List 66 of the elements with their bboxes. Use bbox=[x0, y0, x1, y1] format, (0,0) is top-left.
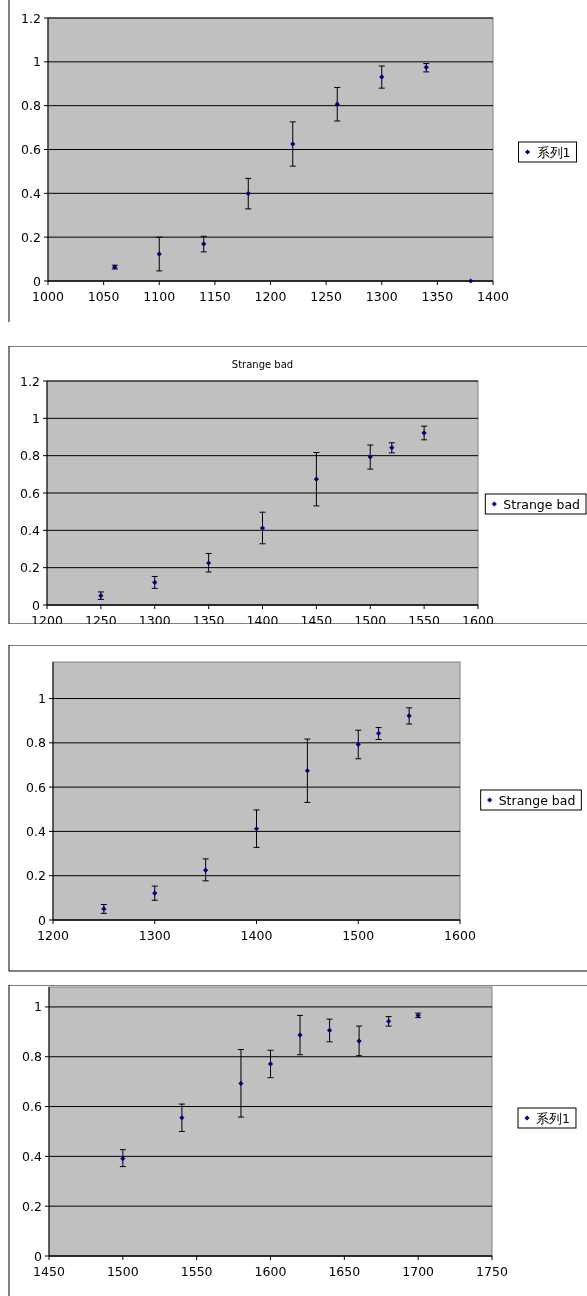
y-tick-label: 1 bbox=[38, 691, 46, 707]
x-tick-label: 1400 bbox=[240, 928, 273, 943]
point bbox=[355, 741, 361, 747]
x-tick-label: 1600 bbox=[444, 928, 476, 943]
point bbox=[120, 1156, 126, 1162]
x-tick-label: 1200 bbox=[254, 289, 287, 304]
y-tick-label: 0.4 bbox=[21, 185, 42, 201]
legend-label: Strange bad bbox=[503, 496, 580, 512]
x-tick-label: 1350 bbox=[421, 289, 454, 304]
x-tick-label: 1550 bbox=[180, 1264, 213, 1279]
y-tick-label: 0.8 bbox=[22, 1049, 43, 1065]
x-tick-label: 1400 bbox=[477, 289, 509, 304]
point bbox=[245, 190, 251, 197]
y-tick-label: 0 bbox=[32, 597, 41, 613]
y-tick-label: 0.8 bbox=[21, 98, 42, 114]
y-tick-label: 0.8 bbox=[20, 448, 41, 464]
y-tick-label: 1 bbox=[33, 54, 41, 70]
y-tick-label: 1 bbox=[32, 410, 40, 426]
point bbox=[203, 867, 209, 873]
y-tick-label: 0.4 bbox=[26, 823, 47, 839]
x-tick-label: 1300 bbox=[138, 928, 171, 943]
x-tick-label: 1050 bbox=[87, 289, 120, 304]
x-tick-label: 1500 bbox=[106, 1264, 139, 1279]
y-tick-label: 0.2 bbox=[22, 1198, 42, 1214]
x-tick-label: 1200 bbox=[37, 928, 69, 943]
x-tick-label: 1650 bbox=[328, 1264, 361, 1279]
legend-label: 系列1 bbox=[536, 144, 571, 160]
y-tick-label: 1.2 bbox=[21, 10, 41, 26]
y-tick-label: 0 bbox=[34, 1248, 43, 1264]
x-tick-label: 1250 bbox=[310, 289, 343, 304]
point bbox=[326, 1027, 333, 1033]
y-tick-label: 0.8 bbox=[26, 735, 47, 751]
point bbox=[152, 890, 158, 896]
x-tick-label: 1600 bbox=[254, 1264, 287, 1279]
x-tick-label: 1700 bbox=[402, 1264, 435, 1279]
point bbox=[313, 476, 319, 482]
y-tick-label: 0.2 bbox=[26, 868, 46, 884]
point bbox=[267, 1061, 274, 1067]
chart-title: Strange bad bbox=[231, 359, 294, 370]
y-tick-label: 0.4 bbox=[20, 522, 41, 538]
x-tick-label: 1750 bbox=[476, 1264, 508, 1279]
y-tick-label: 0.6 bbox=[20, 485, 41, 501]
y-tick-label: 0.2 bbox=[20, 560, 40, 576]
y-tick-label: 0 bbox=[38, 912, 47, 928]
x-tick-label: 1000 bbox=[32, 289, 64, 304]
point bbox=[253, 826, 260, 832]
x-tick-label: 1300 bbox=[365, 289, 398, 304]
y-tick-label: 0.2 bbox=[21, 229, 41, 245]
y-tick-label: 0.4 bbox=[22, 1148, 43, 1164]
y-tick-label: 0.6 bbox=[22, 1099, 43, 1115]
point bbox=[259, 525, 266, 531]
x-tick-label: 1500 bbox=[342, 928, 375, 943]
y-tick-label: 1 bbox=[34, 999, 42, 1015]
point bbox=[152, 579, 158, 586]
y-tick-label: 0 bbox=[33, 273, 42, 289]
y-tick-label: 0.6 bbox=[21, 142, 42, 157]
point bbox=[376, 730, 382, 736]
point bbox=[238, 1080, 244, 1086]
y-tick-label: 1.2 bbox=[20, 373, 40, 389]
point bbox=[304, 768, 310, 774]
x-tick-label: 1100 bbox=[143, 289, 176, 304]
x-tick-label: 1150 bbox=[198, 289, 231, 304]
x-tick-label: 1450 bbox=[33, 1264, 65, 1279]
legend-label: 系列1 bbox=[536, 1110, 570, 1126]
legend-label: Strange bad bbox=[498, 792, 576, 808]
y-tick-label: 0.6 bbox=[26, 779, 47, 795]
